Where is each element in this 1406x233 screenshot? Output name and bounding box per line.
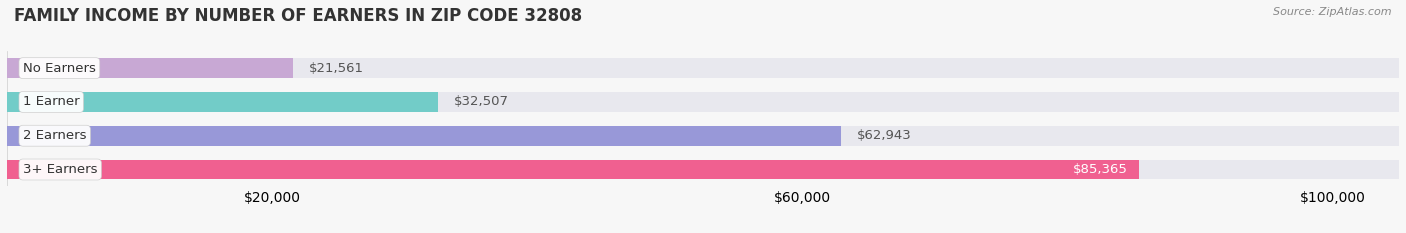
Text: Source: ZipAtlas.com: Source: ZipAtlas.com (1274, 7, 1392, 17)
Bar (7, 126, 841, 146)
Text: 3+ Earners: 3+ Earners (22, 163, 97, 176)
Text: $21,561: $21,561 (309, 62, 364, 75)
Bar (7, 126, 1399, 146)
Text: 2 Earners: 2 Earners (22, 129, 86, 142)
Bar (7, 92, 1399, 112)
Bar (7, 160, 1139, 179)
Bar (7, 58, 1399, 78)
Text: $32,507: $32,507 (454, 96, 509, 108)
Text: FAMILY INCOME BY NUMBER OF EARNERS IN ZIP CODE 32808: FAMILY INCOME BY NUMBER OF EARNERS IN ZI… (14, 7, 582, 25)
Text: $62,943: $62,943 (858, 129, 912, 142)
Bar (7, 160, 1399, 179)
Text: 1 Earner: 1 Earner (22, 96, 80, 108)
Bar (7, 58, 292, 78)
Text: $85,365: $85,365 (1073, 163, 1128, 176)
Bar (7, 92, 437, 112)
Text: No Earners: No Earners (22, 62, 96, 75)
